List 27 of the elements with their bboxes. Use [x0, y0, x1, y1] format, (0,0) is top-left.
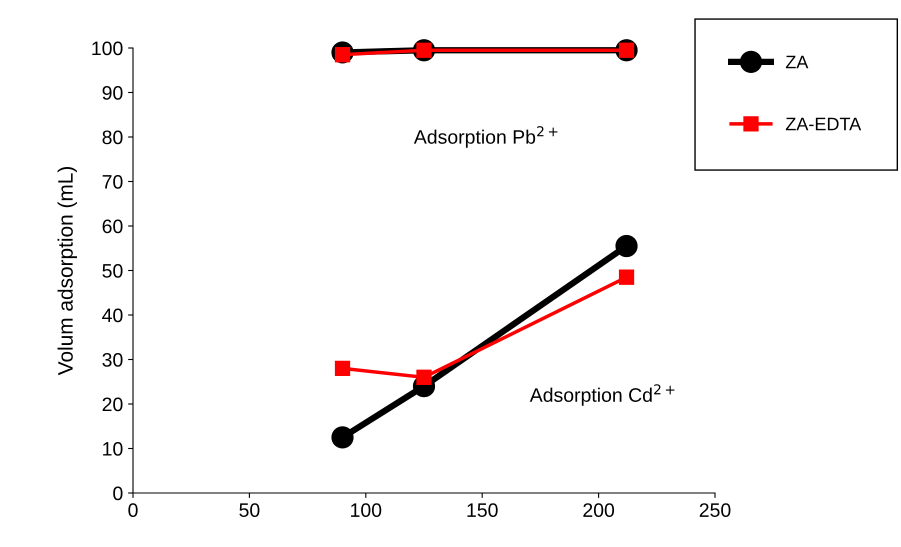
- y-tick-label: 50: [102, 264, 123, 278]
- x-tick-label: 50: [239, 503, 260, 518]
- point: [615, 234, 638, 258]
- x-tick-label: 150: [467, 503, 498, 518]
- y-axis-title: Volum adsorption (mL): [58, 166, 77, 376]
- y-tick-label: 100: [92, 41, 123, 56]
- legend-label: ZA-EDTA: [786, 118, 862, 130]
- point: [334, 360, 350, 376]
- x-tick-label: 0: [128, 503, 138, 518]
- legend-label: ZA: [786, 56, 808, 68]
- y-tick-label: 20: [102, 397, 123, 412]
- annotation: Adsorption Pb$^{2+}$: [414, 126, 558, 148]
- x-tick-label: 200: [583, 503, 614, 518]
- annotation: Adsorption Cd$^{2+}$: [530, 384, 674, 406]
- y-tick-label: 10: [103, 442, 123, 456]
- x-tick-label: 250: [700, 503, 730, 518]
- x-tick-label: 100: [351, 503, 382, 518]
- y-tick-label: 60: [102, 219, 123, 234]
- point: [416, 370, 432, 385]
- y-tick-label: 70: [102, 174, 123, 189]
- y-tick-label: 30: [102, 352, 123, 367]
- y-tick-label: 0: [113, 486, 123, 500]
- point: [618, 270, 634, 285]
- y-tick-label: 90: [102, 86, 123, 100]
- point: [331, 426, 354, 448]
- y-tick-label: 40: [102, 308, 123, 322]
- y-tick-label: 80: [102, 130, 123, 144]
